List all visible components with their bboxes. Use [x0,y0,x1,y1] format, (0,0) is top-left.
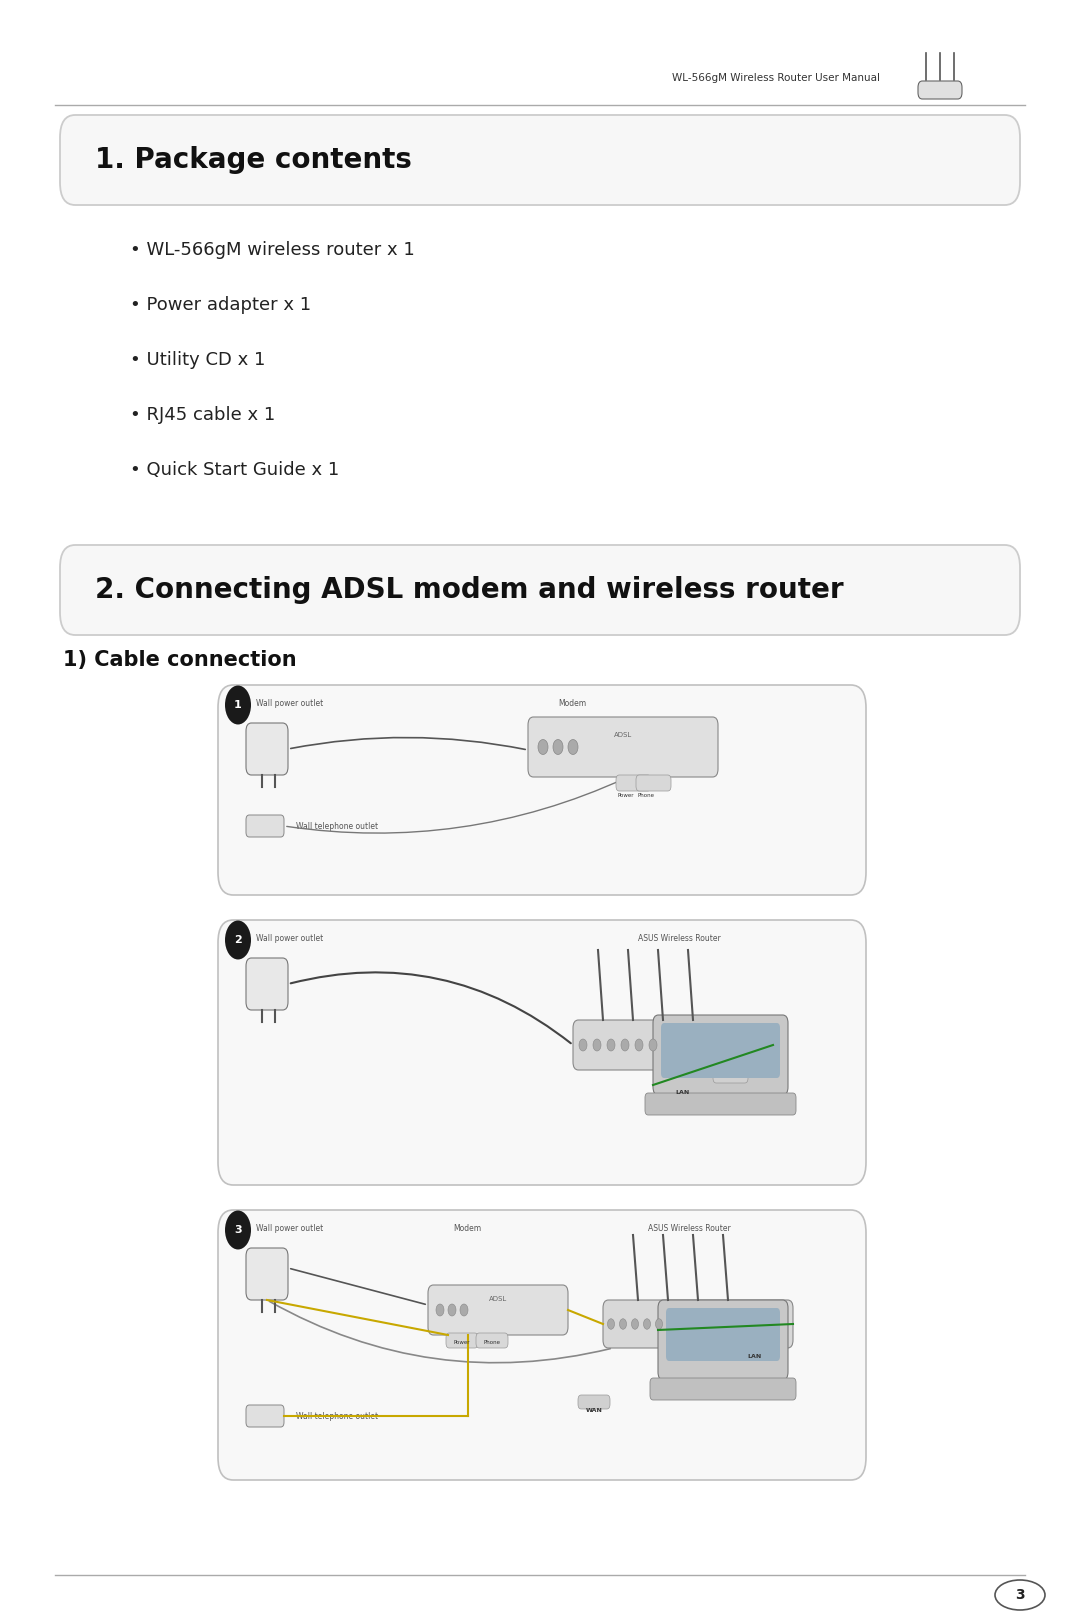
FancyBboxPatch shape [658,1300,788,1379]
Text: Wall power outlet: Wall power outlet [256,934,323,942]
Text: Phone: Phone [484,1339,500,1344]
FancyBboxPatch shape [476,1332,508,1349]
FancyBboxPatch shape [218,685,866,895]
Text: ADSL: ADSL [489,1295,508,1302]
Text: LAN: LAN [676,1090,690,1094]
FancyBboxPatch shape [246,1248,288,1300]
Text: • WL-566gM wireless router x 1: • WL-566gM wireless router x 1 [130,241,415,259]
Text: ADSL: ADSL [613,732,632,738]
FancyBboxPatch shape [60,115,1020,206]
FancyBboxPatch shape [578,1396,610,1409]
Text: 3: 3 [1015,1588,1025,1601]
FancyBboxPatch shape [528,717,718,777]
Text: Wall telephone outlet: Wall telephone outlet [296,1412,378,1420]
Circle shape [663,1039,671,1051]
FancyBboxPatch shape [246,724,288,776]
FancyBboxPatch shape [918,81,962,99]
FancyBboxPatch shape [666,1308,780,1362]
Circle shape [644,1319,650,1329]
FancyBboxPatch shape [428,1285,568,1336]
Circle shape [593,1039,600,1051]
FancyBboxPatch shape [446,1332,478,1349]
Circle shape [225,1211,251,1250]
FancyBboxPatch shape [246,958,288,1010]
Text: Wall power outlet: Wall power outlet [256,698,323,708]
Text: • Power adapter x 1: • Power adapter x 1 [130,296,311,314]
Circle shape [579,1039,588,1051]
Circle shape [225,685,251,724]
Text: Phone: Phone [637,792,654,798]
Text: 3: 3 [234,1226,242,1235]
Ellipse shape [995,1580,1045,1609]
FancyBboxPatch shape [650,1378,796,1400]
Text: LAN: LAN [747,1353,761,1358]
FancyBboxPatch shape [645,1093,796,1115]
Text: 2: 2 [234,936,242,945]
Circle shape [436,1303,444,1316]
Text: 1) Cable connection: 1) Cable connection [63,649,297,670]
Circle shape [448,1303,456,1316]
Text: ASUS Wireless Router: ASUS Wireless Router [648,1224,731,1232]
Text: • RJ45 cable x 1: • RJ45 cable x 1 [130,406,275,424]
Circle shape [649,1039,657,1051]
Text: 1. Package contents: 1. Package contents [95,146,411,173]
FancyBboxPatch shape [246,1405,284,1426]
Text: 1: 1 [234,699,242,711]
Circle shape [607,1039,615,1051]
Circle shape [553,740,563,754]
Text: Power: Power [618,792,634,798]
Text: Modem: Modem [453,1224,481,1232]
Text: WL-566gM Wireless Router User Manual: WL-566gM Wireless Router User Manual [672,73,880,83]
FancyBboxPatch shape [218,920,866,1185]
Text: Wall power outlet: Wall power outlet [256,1224,323,1232]
Text: ASUS Wireless Router: ASUS Wireless Router [638,934,720,942]
Circle shape [538,740,548,754]
Text: Wall telephone outlet: Wall telephone outlet [296,821,378,831]
Circle shape [620,1319,626,1329]
Text: Modem: Modem [558,698,586,708]
FancyBboxPatch shape [661,1023,780,1078]
FancyBboxPatch shape [573,1020,773,1070]
Text: 2. Connecting ADSL modem and wireless router: 2. Connecting ADSL modem and wireless ro… [95,576,843,604]
FancyBboxPatch shape [738,1345,770,1360]
Text: • Utility CD x 1: • Utility CD x 1 [130,351,266,369]
FancyBboxPatch shape [636,776,671,792]
FancyBboxPatch shape [218,1209,866,1480]
Circle shape [632,1319,638,1329]
Circle shape [656,1319,662,1329]
FancyBboxPatch shape [603,1300,793,1349]
FancyBboxPatch shape [246,814,284,837]
Text: WAN: WAN [585,1407,603,1412]
Circle shape [460,1303,468,1316]
FancyBboxPatch shape [713,1069,748,1083]
FancyBboxPatch shape [616,776,651,792]
Circle shape [635,1039,643,1051]
FancyBboxPatch shape [60,546,1020,635]
Text: Power: Power [454,1339,470,1344]
Circle shape [621,1039,629,1051]
Text: • Quick Start Guide x 1: • Quick Start Guide x 1 [130,461,339,479]
Circle shape [225,921,251,960]
Circle shape [667,1319,675,1329]
Circle shape [568,740,578,754]
Circle shape [607,1319,615,1329]
FancyBboxPatch shape [653,1015,788,1094]
